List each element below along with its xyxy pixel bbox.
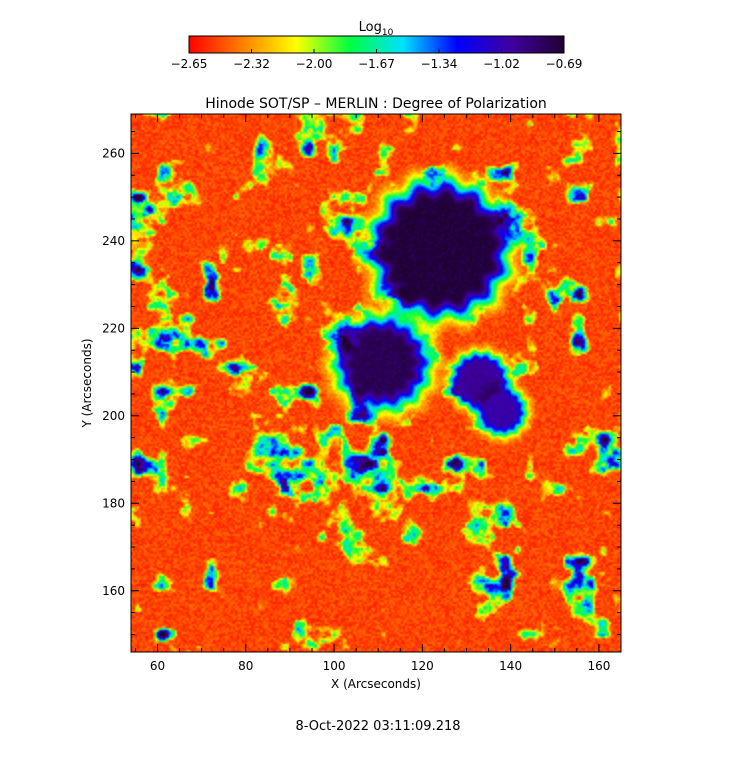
plot-frame	[130, 113, 622, 653]
y-tick-label: 180	[102, 496, 125, 510]
y-tick-label: 160	[102, 584, 125, 598]
y-tick-label: 240	[102, 234, 125, 248]
colorbar-tick-label: −1.02	[483, 57, 520, 71]
x-axis: 60 80 100 120 140 160	[134, 114, 622, 673]
x-tick-label: 100	[323, 659, 346, 673]
x-tick-label: 120	[411, 659, 434, 673]
heatmap-area	[131, 114, 621, 652]
chart-title: Hinode SOT/SP – MERLIN : Degree of Polar…	[205, 96, 547, 112]
x-tick-label: 60	[150, 659, 165, 673]
x-tick-label: 80	[238, 659, 253, 673]
y-axis-label: Y (Arcseconds)	[80, 338, 94, 428]
y-tick-label: 220	[102, 321, 125, 335]
x-tick-label: 140	[499, 659, 522, 673]
colorbar-tick-label: −2.32	[233, 57, 270, 71]
heatmap-image	[131, 114, 621, 652]
y-tick-label: 200	[102, 409, 125, 423]
colorbar-label: Log10	[359, 20, 394, 38]
x-tick-label: 160	[587, 659, 610, 673]
colorbar-tick-label: −1.34	[421, 57, 458, 71]
colorbar-tick-label: −1.67	[358, 57, 395, 71]
colorbar-tick-label: −2.65	[171, 57, 208, 71]
y-axis: 160 180 200 220 240 260	[102, 130, 621, 636]
colorbar-tick-label: −2.00	[296, 57, 333, 71]
timestamp: 8-Oct-2022 03:11:09.218	[295, 719, 460, 734]
y-tick-label: 260	[102, 146, 125, 160]
colorbar-tick-label: −0.69	[546, 57, 583, 71]
colorbar-ticks: −2.65 −2.32 −2.00 −1.67 −1.34 −1.02 −0.69	[171, 49, 583, 71]
x-axis-label: X (Arcseconds)	[331, 677, 421, 691]
